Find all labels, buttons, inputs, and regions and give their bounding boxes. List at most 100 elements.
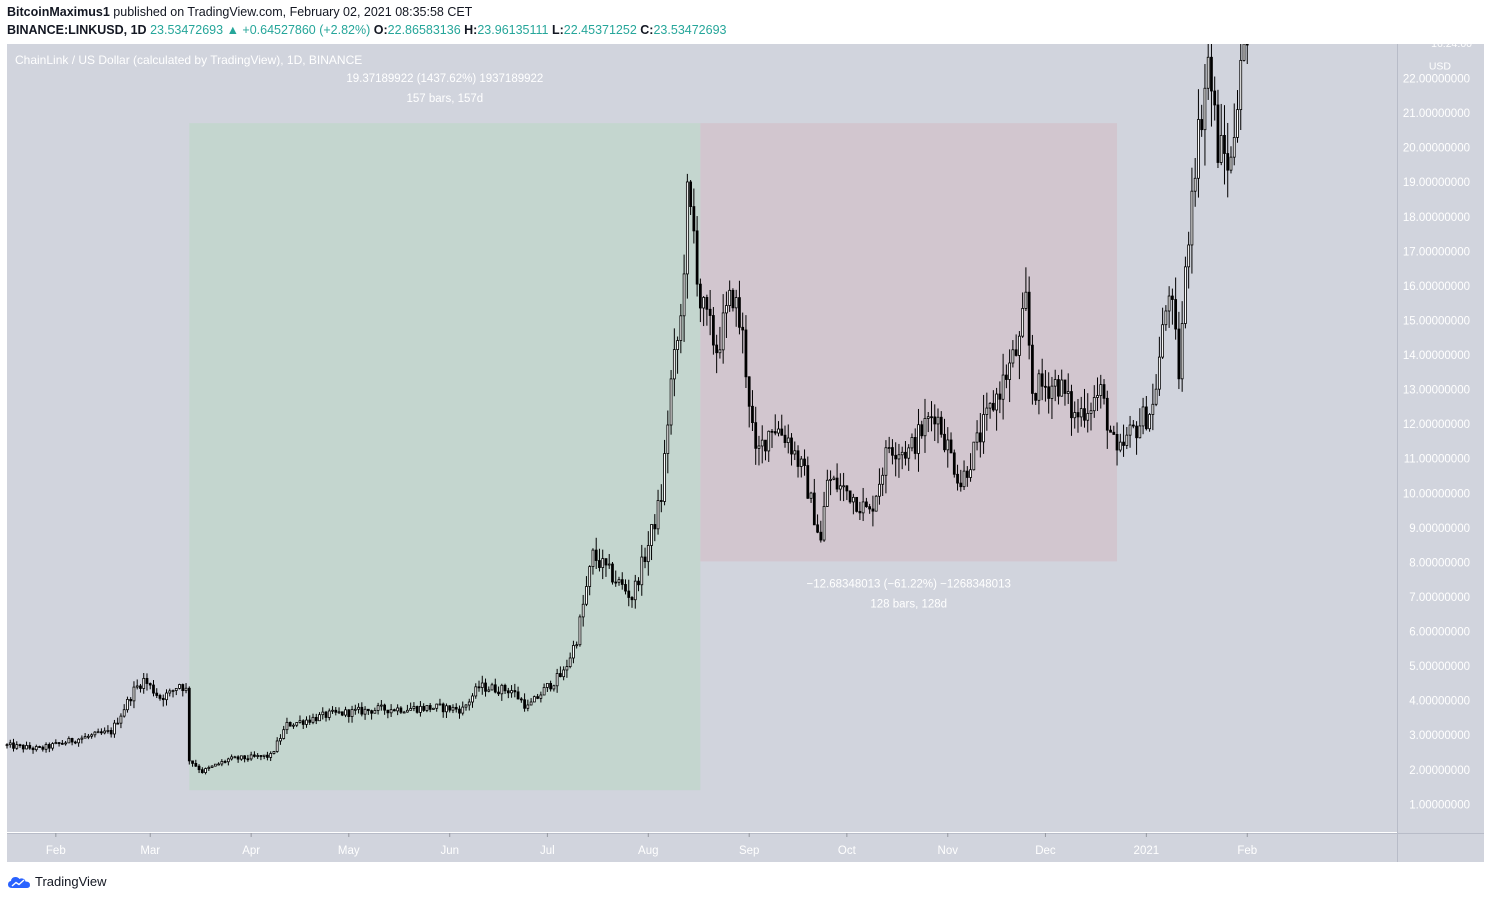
candle-body [825,479,829,507]
candle-body [578,616,582,646]
price-axis[interactable] [1398,44,1484,862]
candle-body [451,706,455,711]
candle-body [393,709,396,712]
candle-body [887,447,891,449]
candle-body [360,706,364,715]
candle-body [1031,344,1034,394]
candle-body [712,315,715,346]
candle-body [419,705,422,713]
candle-body [8,742,12,746]
candle-body [1148,414,1151,430]
candle-body [1079,408,1083,418]
candle-body [386,709,390,714]
candle-body [51,743,54,749]
candle-body [913,437,917,454]
candle-body [1242,44,1246,61]
candle-body [969,469,972,478]
candle-body [139,685,142,689]
candle-body [200,769,204,774]
price-tick-label: 15.00000000 [1403,315,1470,327]
candle-body [653,524,657,530]
candle-body [770,430,774,433]
footer: TradingView [0,862,1491,900]
candle-body [497,691,500,695]
candle-body [409,708,413,711]
candle-body [695,230,699,285]
candle-body [868,506,872,510]
candle-body [243,755,247,760]
time-tick-label: Nov [938,845,959,857]
tradingview-logo[interactable]: TradingView [7,874,107,889]
candle-body [630,597,634,601]
candle-body [1044,385,1047,388]
open-value: 22.86583136 [387,23,461,37]
candle-body [412,706,416,709]
candle-body [109,730,113,735]
candle-body [744,329,748,378]
candle-body [474,686,478,697]
candle-body [406,709,409,713]
time-tick-label: Feb [1237,845,1257,857]
candle-body [682,273,686,317]
candle-body [1197,119,1200,179]
price-tick-label: 22.00000000 [1403,74,1470,86]
symbol-label[interactable]: BINANCE:LINKUSD, 1D [7,23,147,37]
candle-body [731,289,735,309]
candle-body [220,761,224,765]
candle-body [721,312,725,351]
candle-body [344,709,347,716]
candle-body [262,754,266,757]
candle-body [275,740,279,752]
candle-body [210,765,214,768]
candle-body [1001,374,1005,400]
candle-body [161,697,165,701]
candle-body [1236,109,1239,138]
measure-box-1 [189,123,701,791]
candle-body [165,692,168,701]
candle-body [415,706,419,713]
candle-body [226,758,230,763]
candle-body [685,181,689,275]
candle-body [347,709,351,717]
candle-body [246,758,250,761]
candle-body [83,736,87,739]
candle-body [1050,385,1054,399]
chart-title: ChainLink / US Dollar (calculated by Tra… [15,53,362,67]
candle-body [575,644,579,647]
candle-body [633,580,637,601]
candle-body [181,684,185,692]
candle-body [718,349,722,354]
publisher-name[interactable]: BitcoinMaximus1 [7,5,110,19]
candle-body [998,393,1002,400]
candle-body [487,689,491,692]
candle-body [786,437,790,444]
candle-body [240,755,243,760]
candle-body [933,416,937,425]
candle-body [1089,410,1093,414]
candle-body [669,378,673,426]
time-tick-label: Sep [739,845,759,857]
candle-body [396,707,400,712]
candle-body [5,744,9,747]
candle-body [31,747,35,751]
ohlc-line: BINANCE:LINKUSD, 1D 23.53472693 ▲ +0.645… [7,23,726,37]
candle-body [1128,424,1132,436]
candle-body [760,439,764,447]
candle-body [943,433,946,451]
candle-body [249,754,253,760]
candle-body [28,745,32,749]
candle-body [77,738,80,744]
candle-body [272,751,276,754]
candle-body [422,705,426,711]
candle-body [461,706,465,714]
candle-body [832,477,836,480]
candle-body [38,746,41,748]
price-tick-label: 13.00000000 [1403,385,1470,397]
candle-body [861,501,865,514]
candle-body [835,477,839,490]
candle-body [536,696,539,699]
candle-body [223,761,227,763]
time-axis[interactable] [7,834,1397,862]
candle-body [975,432,979,443]
price-chart[interactable]: 19.37189922 (1437.62%) 1937189922 157 bar… [0,44,1491,862]
